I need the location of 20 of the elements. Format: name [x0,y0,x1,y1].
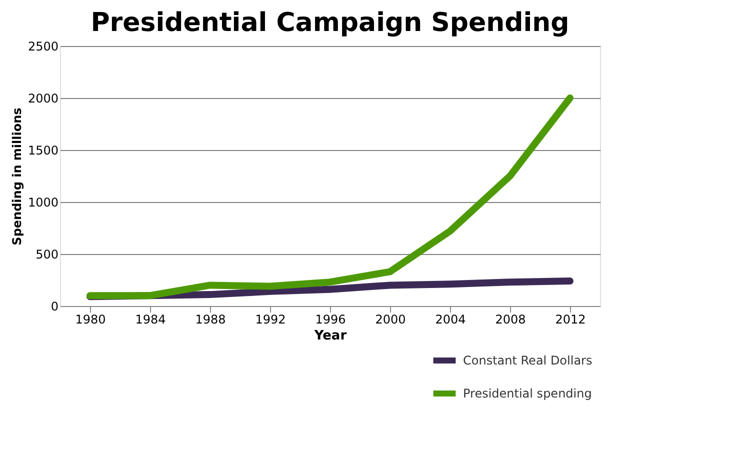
y-tick-label: 1000 [28,196,58,210]
x-tick-label: 2000 [375,312,406,326]
y-axis-title: Spending in millions [10,108,24,246]
x-tick-label: 2004 [435,312,466,326]
chart-title: Presidential Campaign Spending [90,8,570,38]
x-tick-label: 1984 [135,312,166,326]
x-tick-label: 1996 [315,312,346,326]
x-tick-label: 2008 [495,312,526,326]
legend-label: Constant Real Dollars [463,354,592,368]
x-tick-label: 1988 [195,312,226,326]
y-tick-label: 2000 [28,92,58,106]
x-tick-label: 1980 [75,312,106,326]
y-tick-label: 0 [50,300,58,314]
legend-label: Presidential spending [463,386,592,400]
x-axis-title: Year [313,328,348,344]
y-tick-label: 1500 [28,144,58,158]
x-tick-label: 2012 [555,312,586,326]
x-tick-label: 1992 [255,312,286,326]
y-tick-label: 500 [36,248,58,262]
y-tick-label: 2500 [28,40,58,54]
